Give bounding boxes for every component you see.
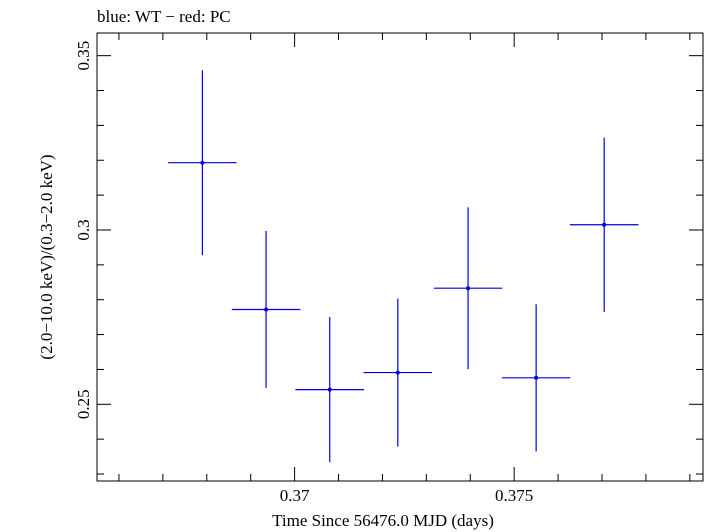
x-tick-label: 0.375 <box>495 486 533 505</box>
plot-frame <box>96 32 704 482</box>
data-point <box>433 207 503 370</box>
chart-title: blue: WT − red: PC <box>97 7 231 26</box>
data-marker <box>264 307 269 312</box>
data-marker <box>395 370 400 375</box>
data-marker <box>534 375 539 380</box>
x-tick-label: 0.37 <box>280 486 310 505</box>
data-point <box>168 70 237 256</box>
y-tick-label: 0.3 <box>74 219 93 240</box>
y-tick-label: 0.25 <box>74 389 93 419</box>
data-marker <box>200 160 205 165</box>
data-marker <box>602 222 607 227</box>
data-point <box>231 231 301 388</box>
x-axis-label: Time Since 56476.0 MJD (days) <box>272 511 494 530</box>
data-point <box>295 317 364 463</box>
axis-tick-labels: 0.37 0.375 0.25 0.3 0.35 <box>74 41 533 505</box>
data-point <box>569 137 639 312</box>
data-marker <box>466 286 471 291</box>
data-series-wt <box>168 70 639 463</box>
axis-ticks <box>97 33 703 481</box>
y-axis-label: (2.0−10.0 keV)/(0.3−2.0 keV) <box>37 154 56 359</box>
data-point <box>501 304 571 452</box>
data-marker <box>327 387 332 392</box>
y-tick-label: 0.35 <box>74 41 93 71</box>
data-point <box>363 298 433 447</box>
